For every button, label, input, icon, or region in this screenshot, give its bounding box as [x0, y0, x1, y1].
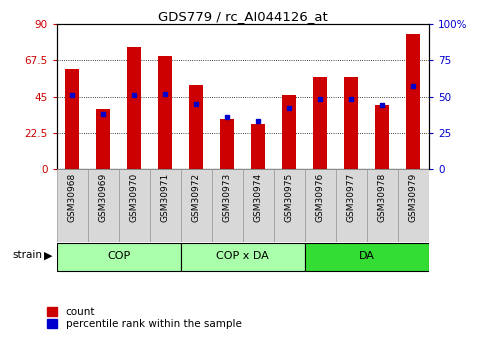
Text: GDS779 / rc_AI044126_at: GDS779 / rc_AI044126_at	[158, 10, 328, 23]
Text: GSM30970: GSM30970	[130, 172, 139, 222]
Bar	[127, 47, 141, 169]
Text: GSM30969: GSM30969	[99, 172, 108, 222]
Text: DA: DA	[359, 252, 375, 262]
FancyBboxPatch shape	[336, 169, 367, 241]
FancyBboxPatch shape	[150, 169, 181, 241]
Text: COP x DA: COP x DA	[216, 252, 269, 262]
FancyBboxPatch shape	[398, 169, 429, 241]
Bar	[220, 119, 234, 169]
FancyBboxPatch shape	[119, 169, 150, 241]
FancyBboxPatch shape	[181, 169, 212, 241]
Text: COP: COP	[107, 252, 130, 262]
Text: GSM30976: GSM30976	[316, 172, 325, 222]
Bar	[251, 124, 265, 169]
Text: GSM30977: GSM30977	[347, 172, 356, 222]
Text: GSM30971: GSM30971	[161, 172, 170, 222]
FancyBboxPatch shape	[367, 169, 398, 241]
Text: GSM30979: GSM30979	[409, 172, 418, 222]
Legend: count, percentile rank within the sample: count, percentile rank within the sample	[47, 307, 242, 329]
Text: ▶: ▶	[44, 250, 53, 260]
Bar	[189, 85, 203, 169]
Text: strain: strain	[12, 250, 42, 260]
Text: GSM30975: GSM30975	[285, 172, 294, 222]
FancyBboxPatch shape	[57, 169, 88, 241]
FancyBboxPatch shape	[305, 169, 336, 241]
Text: GSM30974: GSM30974	[254, 172, 263, 222]
FancyBboxPatch shape	[212, 169, 243, 241]
Text: GSM30968: GSM30968	[68, 172, 77, 222]
Bar	[96, 109, 110, 169]
Text: GSM30972: GSM30972	[192, 172, 201, 222]
FancyBboxPatch shape	[305, 243, 429, 271]
Bar	[158, 56, 172, 169]
Bar	[345, 77, 358, 169]
FancyBboxPatch shape	[274, 169, 305, 241]
FancyBboxPatch shape	[181, 243, 305, 271]
Bar	[406, 34, 421, 169]
FancyBboxPatch shape	[243, 169, 274, 241]
Bar	[282, 95, 296, 169]
FancyBboxPatch shape	[88, 169, 119, 241]
Bar	[314, 77, 327, 169]
Text: GSM30973: GSM30973	[223, 172, 232, 222]
Bar	[65, 69, 79, 169]
FancyBboxPatch shape	[57, 243, 181, 271]
Bar	[375, 105, 389, 169]
Text: GSM30978: GSM30978	[378, 172, 387, 222]
